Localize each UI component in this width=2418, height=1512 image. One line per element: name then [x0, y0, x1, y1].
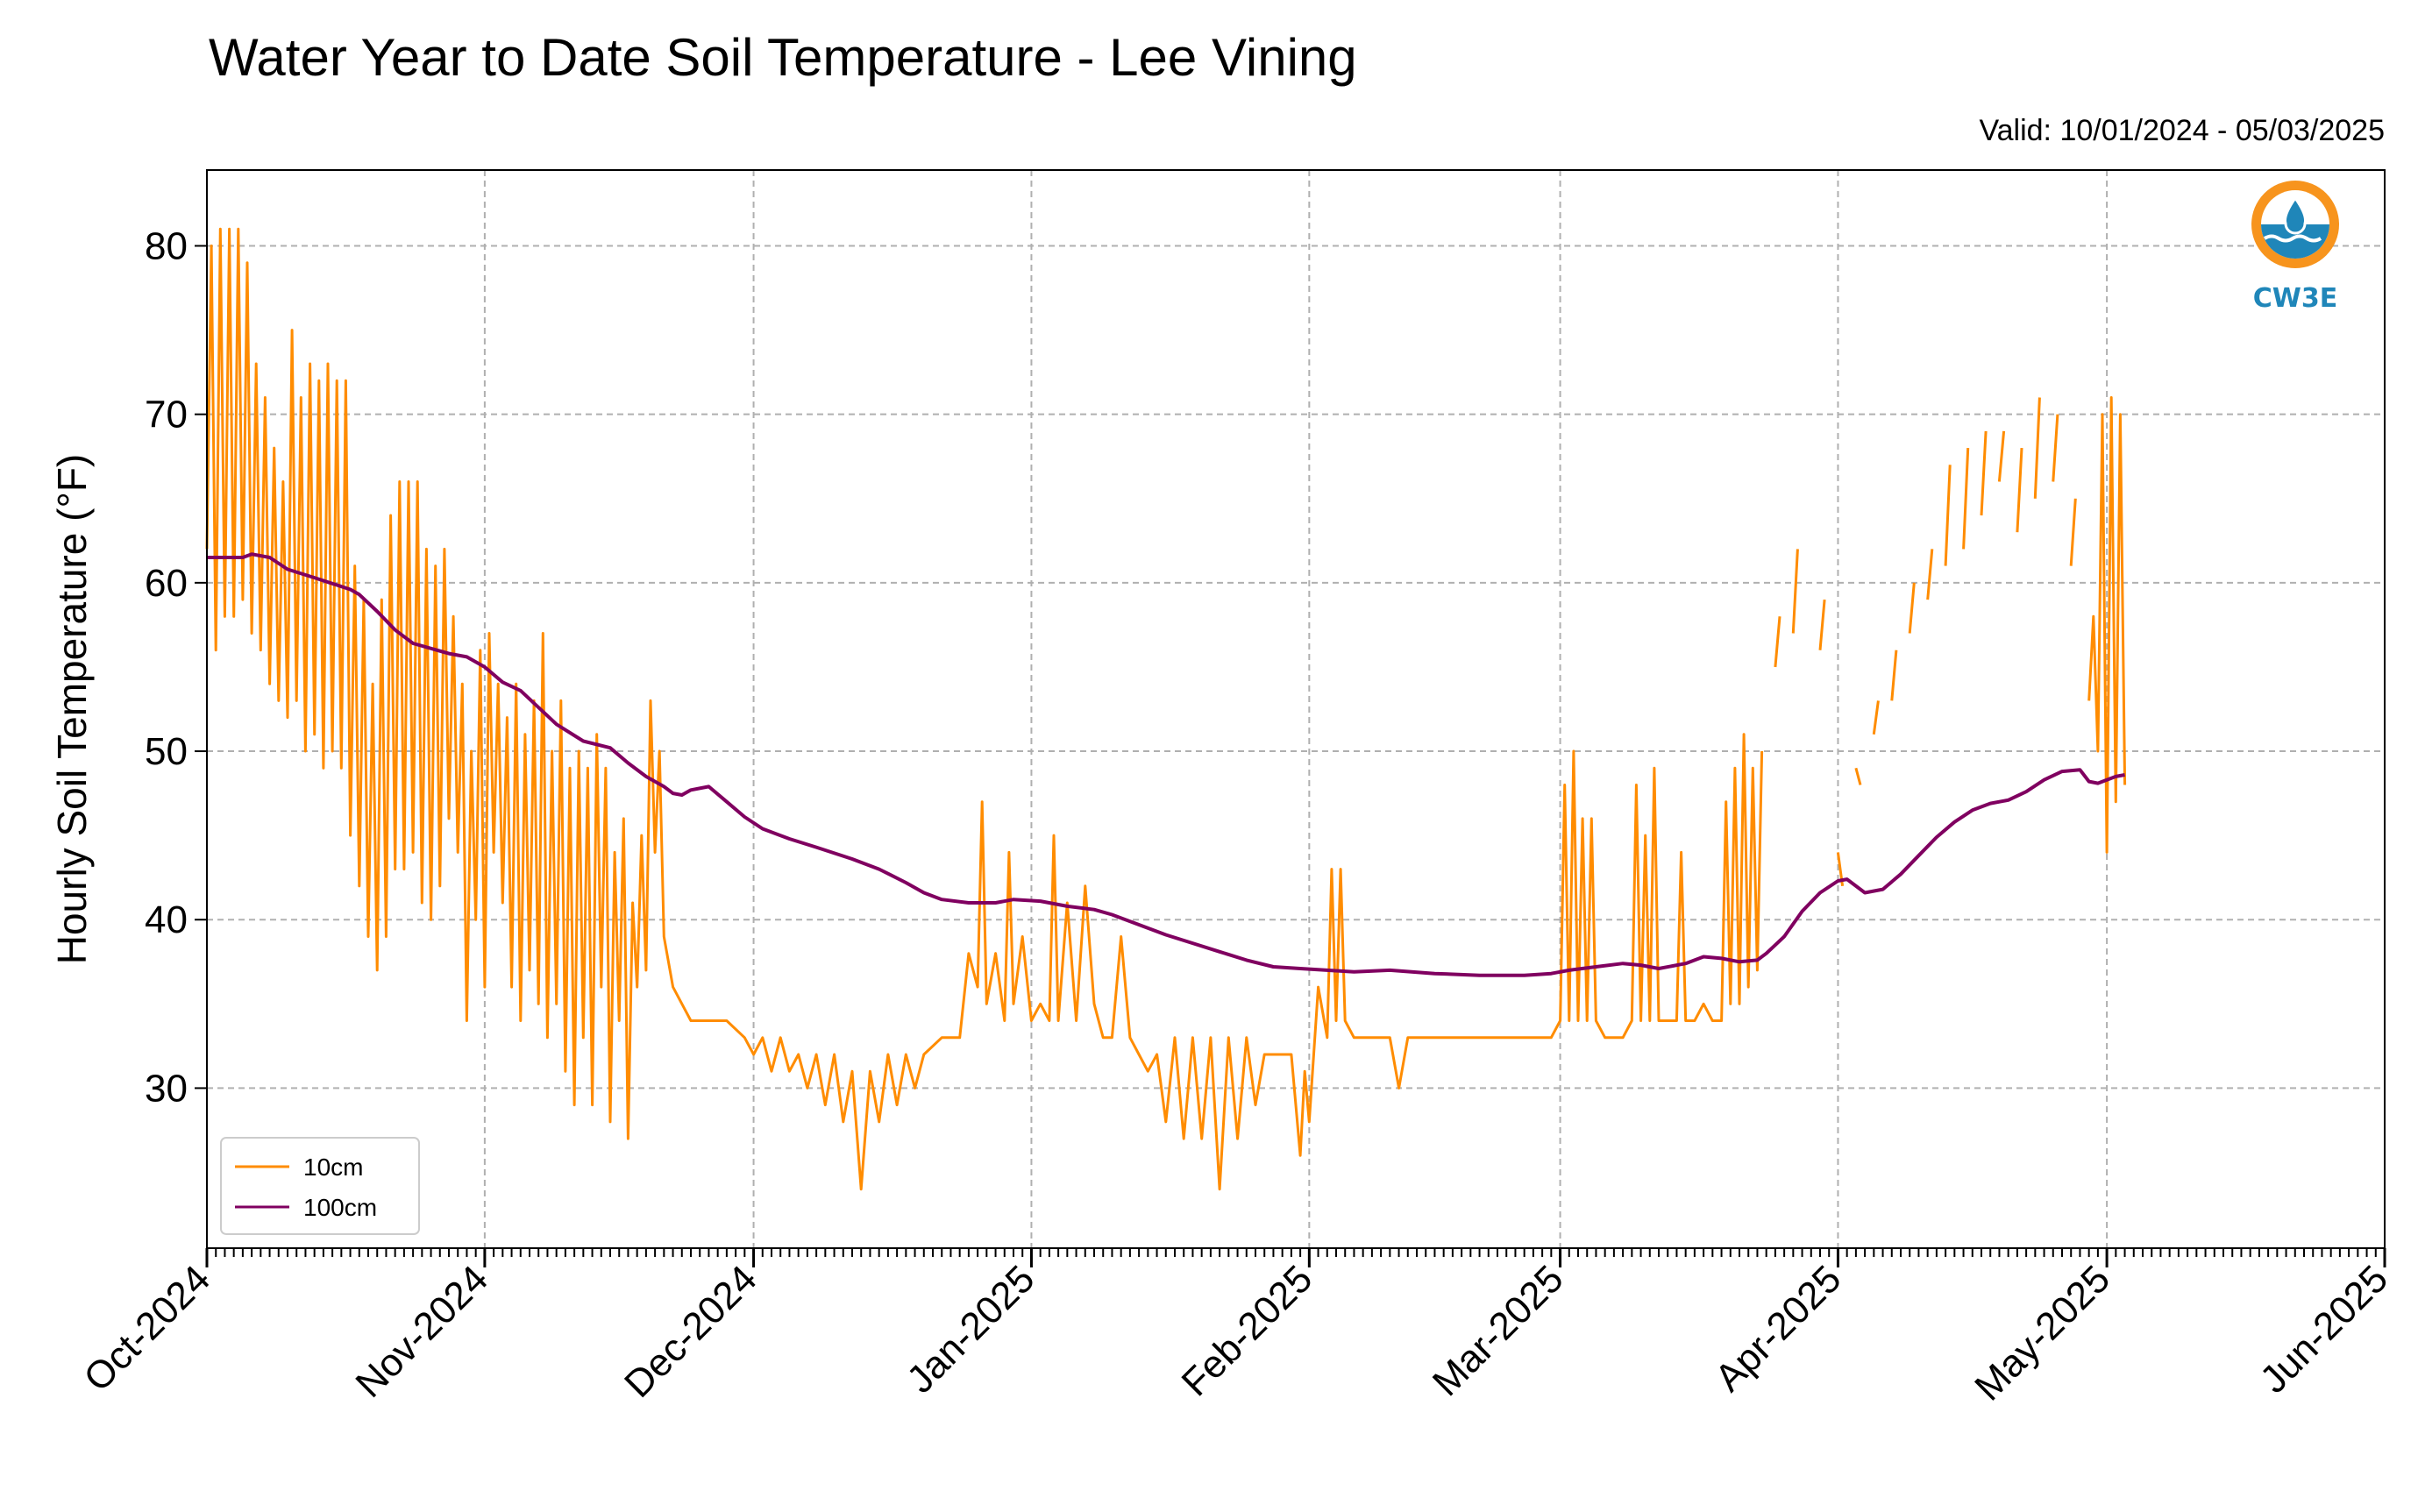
y-tick-label: 50: [145, 730, 188, 773]
series-layer: [205, 227, 2127, 1191]
legend: 10cm 100cm: [220, 1137, 420, 1235]
x-tick-label: Jun-2025: [2252, 1257, 2396, 1401]
logo-drop-icon: [2284, 195, 2307, 235]
x-tick-label: Jan-2025: [899, 1257, 1042, 1401]
chart-title: Water Year to Date Soil Temperature - Le…: [209, 28, 1357, 87]
y-tick-label: 60: [145, 562, 188, 605]
x-tick-label: Apr-2025: [1707, 1257, 1850, 1400]
chart-subtitle: Valid: 10/01/2024 - 05/03/2025: [1979, 114, 2385, 147]
legend-box: [220, 1137, 420, 1235]
x-tick-label: Nov-2024: [347, 1257, 496, 1406]
plot-frame: [206, 169, 2386, 1249]
y-tick-label: 40: [145, 898, 188, 941]
y-tick-label: 30: [145, 1067, 188, 1110]
y-tick-label: 80: [145, 224, 188, 267]
x-axis: Oct-2024 Nov-2024 Dec-2024 Jan-2025 Feb-2025…: [75, 1248, 2396, 1409]
y-tick-label: 70: [145, 394, 188, 437]
legend-label-10cm: 10cm: [303, 1154, 363, 1181]
series-line-100cm: [207, 552, 2125, 977]
series-line-10cm: [205, 227, 2127, 1191]
x-tick-label: May-2025: [1966, 1257, 2118, 1409]
y-axis-title: Hourly Soil Temperature (°F): [49, 454, 95, 965]
x-tick-label: Mar-2025: [1425, 1257, 1572, 1404]
x-tick-label: Feb-2025: [1174, 1257, 1321, 1404]
x-tick-label: Dec-2024: [616, 1257, 765, 1406]
logo-wave: [2263, 234, 2322, 243]
y-axis: 30 40 50 60 70 80: [145, 224, 207, 1110]
cw3e-logo: CW3E: [2251, 181, 2339, 314]
x-tick-label: Oct-2024: [75, 1257, 218, 1400]
logo-water: [2261, 224, 2329, 259]
grid-lines: [207, 170, 2385, 1248]
logo-text: CW3E: [2253, 283, 2337, 314]
legend-label-100cm: 100cm: [303, 1194, 377, 1221]
